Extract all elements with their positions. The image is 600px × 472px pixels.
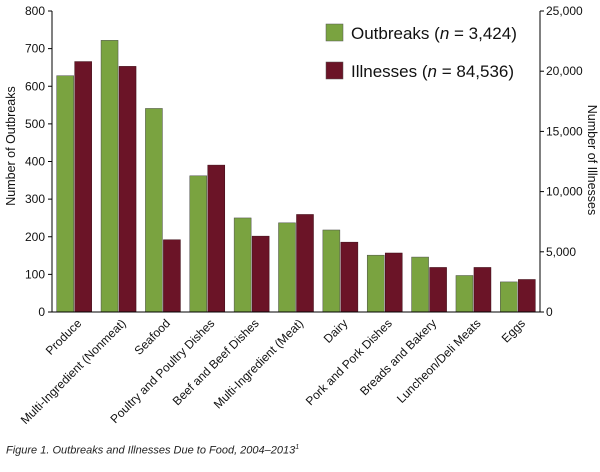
legend-label-outbreaks: Outbreaks (n = 3,424) — [351, 24, 517, 43]
bar-illnesses — [473, 267, 492, 313]
legend: Outbreaks (n = 3,424) Illnesses (n = 84,… — [325, 23, 517, 81]
bar-illnesses — [429, 267, 447, 313]
right-tick-label: 10,000 — [546, 185, 583, 199]
category-label: Beef and Beef Dishes — [170, 316, 262, 408]
right-tick-label: 15,000 — [546, 124, 583, 138]
legend-illnesses-value: = 84,536) — [437, 62, 514, 81]
category-label: Produce — [43, 316, 85, 358]
category-label: Multi-Ingredient (Meat) — [211, 316, 306, 411]
left-tick-label: 0 — [38, 305, 45, 319]
bar-illnesses — [163, 239, 181, 313]
legend-outbreaks-value: = 3,424) — [449, 24, 517, 43]
bar-outbreaks — [189, 175, 208, 313]
right-axis-ticks: 0 5,000 10,000 15,000 20,000 25,000 — [540, 4, 583, 319]
legend-outbreaks-text: Outbreaks ( — [351, 24, 440, 43]
left-tick-label: 100 — [25, 267, 45, 281]
bar-illnesses — [384, 252, 403, 313]
category-label: Luncheon/Deli Meats — [394, 316, 484, 406]
left-tick-label: 400 — [25, 155, 45, 169]
right-tick-label: 25,000 — [546, 4, 583, 18]
y2-axis-title: Number of Illnesses — [585, 105, 599, 215]
bar-illnesses — [340, 241, 359, 313]
bar-illnesses — [118, 66, 137, 313]
right-tick-label: 5,000 — [546, 245, 576, 259]
left-tick-label: 700 — [25, 42, 45, 56]
category-label: Breads and Bakery — [357, 316, 439, 398]
bar-outbreaks — [100, 40, 119, 313]
figure-caption-note: 1 — [295, 444, 300, 451]
bar-illnesses — [518, 279, 536, 313]
bar-outbreaks — [56, 75, 74, 313]
bar-outbreaks — [500, 281, 518, 313]
category-label: Seafood — [132, 316, 174, 358]
bar-outbreaks — [145, 108, 163, 313]
bar-outbreaks — [233, 217, 252, 313]
category-label: Pork and Pork Dishes — [303, 316, 395, 408]
left-tick-label: 300 — [25, 192, 45, 206]
left-tick-label: 600 — [25, 79, 45, 93]
bar-outbreaks — [455, 275, 474, 313]
legend-outbreaks-n: n — [440, 24, 449, 43]
legend-illnesses-n: n — [428, 62, 437, 81]
right-tick-label: 20,000 — [546, 64, 583, 78]
category-label: Dairy — [321, 316, 351, 346]
bar-outbreaks — [278, 222, 296, 313]
left-axis-ticks: 0 100 200 300 400 500 600 700 800 — [25, 4, 52, 319]
figure-caption-text: Figure 1. Outbreaks and Illnesses Due to… — [6, 444, 296, 457]
legend-label-illnesses: Illnesses (n = 84,536) — [351, 62, 514, 81]
legend-swatch-outbreaks — [325, 23, 344, 42]
category-label: Eggs — [499, 316, 528, 345]
right-tick-label: 0 — [546, 305, 553, 319]
y-axis-title: Number of Outbreaks — [4, 86, 18, 206]
bar-illnesses — [296, 214, 314, 313]
bar-illnesses — [207, 164, 226, 313]
legend-illnesses-text: Illnesses ( — [351, 62, 428, 81]
figure-caption: Figure 1. Outbreaks and Illnesses Due to… — [6, 444, 299, 457]
bar-outbreaks — [366, 254, 385, 313]
bars — [56, 40, 536, 313]
bar-illnesses — [74, 61, 92, 313]
left-tick-label: 500 — [25, 117, 45, 131]
left-tick-label: 200 — [25, 230, 45, 244]
legend-swatch-illnesses — [325, 61, 344, 80]
bar-outbreaks — [322, 229, 341, 313]
left-tick-label: 800 — [25, 4, 45, 18]
bar-outbreaks — [411, 256, 429, 313]
chart: 0 100 200 300 400 500 600 700 800 0 5,000 10,000 15… — [4, 4, 599, 427]
bar-illnesses — [251, 235, 270, 313]
